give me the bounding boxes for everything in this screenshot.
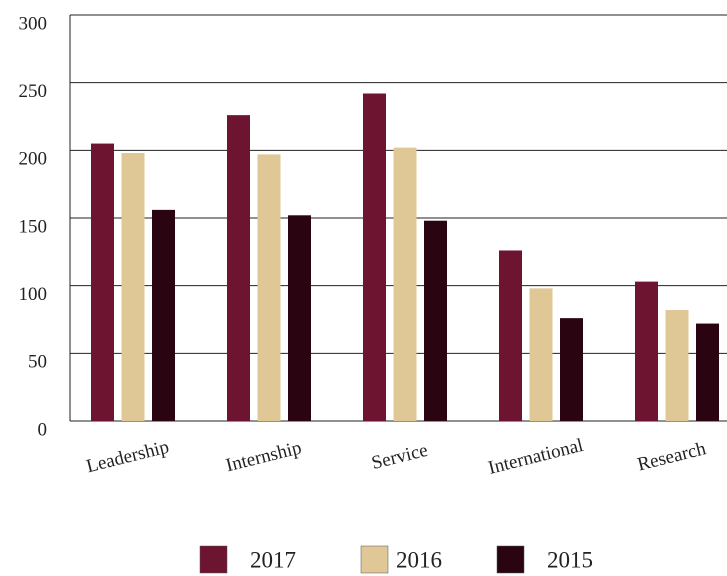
bar (424, 220, 447, 421)
x-tick-label: Service (370, 440, 430, 474)
legend-label: 2017 (250, 547, 296, 572)
y-tick-label: 150 (19, 216, 48, 237)
y-tick-label: 300 (19, 13, 48, 34)
y-tick-label: 250 (19, 81, 48, 102)
bar (665, 310, 689, 421)
bar (91, 143, 114, 422)
y-tick-label: 0 (38, 419, 48, 440)
bar (529, 288, 553, 421)
bar (227, 115, 250, 421)
x-tick-label: International (486, 435, 585, 479)
legend-swatch (199, 545, 228, 574)
bar (696, 323, 719, 421)
bar (288, 215, 311, 421)
bar (152, 209, 175, 421)
y-tick-label: 50 (28, 352, 47, 373)
bar (257, 154, 281, 422)
legend-swatch (496, 545, 525, 574)
bar (635, 281, 658, 421)
bar (363, 93, 386, 421)
bar (393, 147, 417, 422)
x-tick-label: Internship (224, 437, 304, 476)
legend-label: 2015 (547, 547, 593, 572)
x-tick-label: Research (635, 438, 708, 475)
legend-label: 2016 (396, 547, 442, 572)
bar (499, 250, 522, 421)
legend-swatch (360, 545, 389, 574)
bar (560, 318, 583, 421)
y-tick-label: 200 (19, 149, 48, 170)
x-tick-label: Leadership (84, 436, 171, 477)
y-tick-label: 100 (19, 284, 48, 305)
bar (121, 153, 145, 422)
